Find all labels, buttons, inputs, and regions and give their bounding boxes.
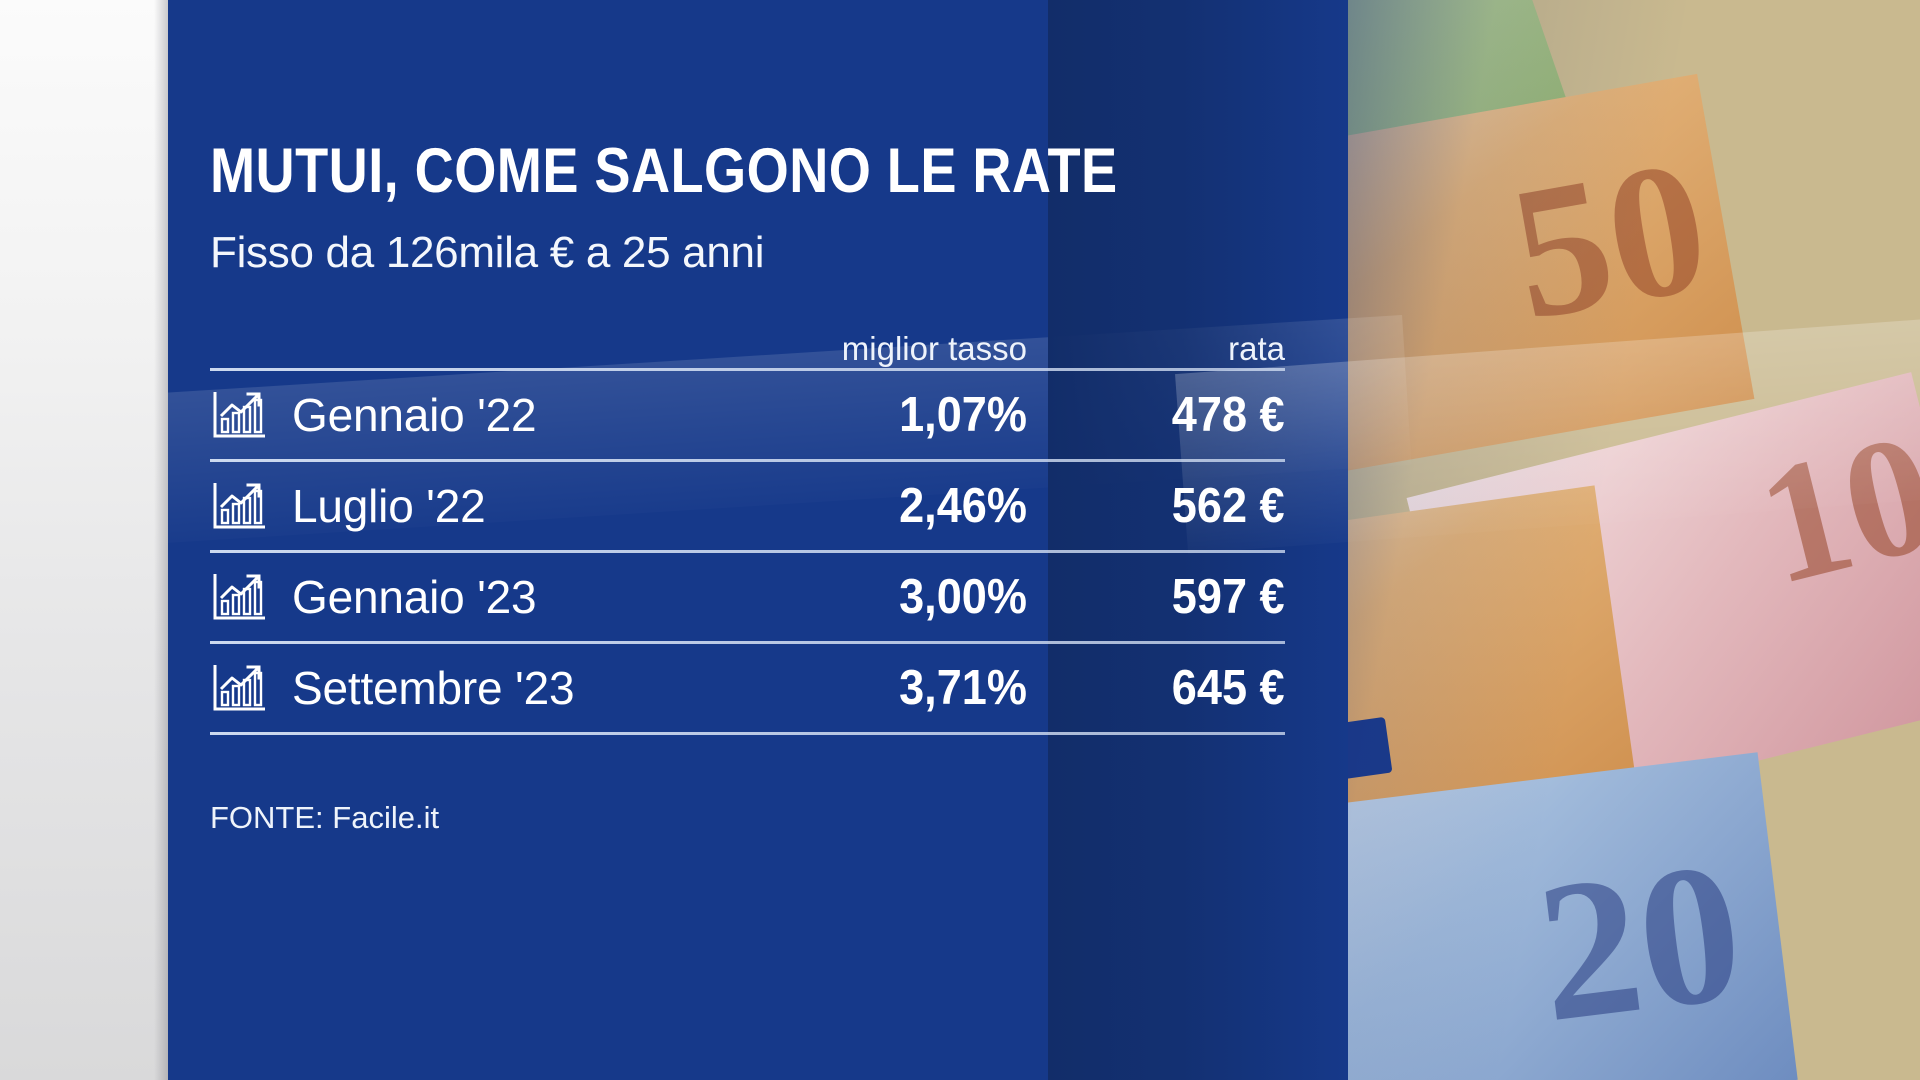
row-installment-value: 645 € [1172,661,1285,715]
source-credit: FONTE: Facile.it [210,800,440,835]
page-subtitle: Fisso da 126mila € a 25 anni [210,228,765,277]
chart-up-icon [210,480,268,532]
row-period-label: Gennaio '23 [292,571,537,623]
left-edge-strip [0,0,168,1080]
table-divider [210,368,1285,371]
table-row: Settembre '23 3,71% 645 € [210,644,1285,732]
rates-table: miglior tasso rata Genn [210,320,1285,735]
row-rate-value: 3,71% [899,661,1027,715]
row-installment-value: 597 € [1172,570,1285,624]
blue-panel [124,0,1412,1080]
chart-up-icon [210,662,268,714]
table-divider [210,641,1285,644]
table-row: Gennaio '23 3,00% 597 € [210,553,1285,641]
column-header-installment: rata [1228,330,1285,367]
table-divider [210,550,1285,553]
row-period-label: Luglio '22 [292,480,486,532]
row-installment-value: 562 € [1172,479,1285,533]
chart-up-icon [210,571,268,623]
row-period-label: Settembre '23 [292,662,575,714]
column-header-rate: miglior tasso [841,330,1027,367]
row-rate-value: 1,07% [899,388,1027,442]
row-rate-value: 3,00% [899,570,1027,624]
row-installment-value: 478 € [1172,388,1285,442]
row-rate-value: 2,46% [899,479,1027,533]
row-period-label: Gennaio '22 [292,389,537,441]
table-row: Gennaio '22 1,07% 478 € [210,371,1285,459]
table-row: Luglio '22 2,46% 562 € [210,462,1285,550]
table-divider [210,732,1285,735]
page-title: MUTUI, COME SALGONO LE RATE [210,136,1118,206]
chart-up-icon [210,389,268,441]
table-divider [210,459,1285,462]
content-area: MUTUI, COME SALGONO LE RATE Fisso da 126… [210,0,1290,1080]
table-header-row: miglior tasso rata [210,320,1285,368]
